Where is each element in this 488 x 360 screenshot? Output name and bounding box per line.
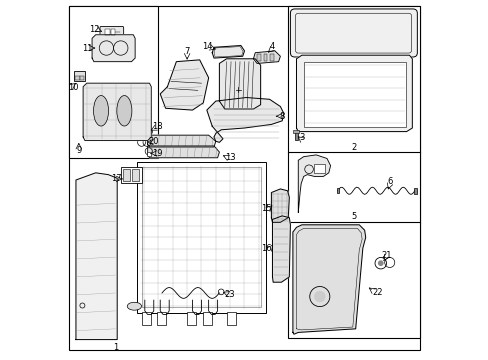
Polygon shape [147,146,219,158]
Bar [257,54,260,61]
Bar [413,188,416,194]
Bar [69,6,158,158]
Polygon shape [147,135,215,147]
Bar [269,54,273,61]
Bar [156,312,165,325]
Bar [74,71,85,81]
Circle shape [145,130,149,134]
Text: 22: 22 [371,288,382,297]
Text: 20: 20 [148,137,159,146]
Text: 13: 13 [225,153,236,162]
Text: 10: 10 [68,83,78,92]
Text: 8: 8 [279,112,284,121]
Polygon shape [212,45,244,58]
Ellipse shape [127,302,142,310]
Polygon shape [76,173,117,339]
Polygon shape [219,59,260,109]
Bar [287,222,419,338]
Bar [294,131,297,140]
Bar [203,312,212,325]
Text: 2: 2 [350,143,356,152]
Bar [142,167,260,307]
Bar [287,152,419,223]
Text: 3: 3 [299,133,304,142]
Polygon shape [292,225,365,334]
Text: 16: 16 [261,244,271,253]
Polygon shape [272,216,290,282]
Polygon shape [83,83,151,140]
Ellipse shape [117,95,132,126]
Polygon shape [92,35,135,62]
Text: 7: 7 [184,47,189,56]
Bar [80,76,83,80]
Bar [263,54,266,61]
Bar [122,169,130,181]
Bar [137,162,265,313]
Text: 19: 19 [151,149,162,158]
FancyBboxPatch shape [290,9,416,57]
Polygon shape [271,189,289,222]
Circle shape [377,260,383,266]
Text: 4: 4 [268,42,274,51]
Text: 23: 23 [224,289,235,298]
Bar [287,6,419,153]
Text: 15: 15 [260,204,271,213]
Polygon shape [206,98,284,142]
Circle shape [313,291,325,302]
Bar [187,312,196,325]
Polygon shape [160,60,208,110]
Text: 6: 6 [386,177,392,186]
Text: 17: 17 [111,175,122,184]
Bar [336,188,339,193]
Text: 5: 5 [350,212,356,221]
Ellipse shape [93,95,108,126]
Bar [75,76,80,80]
Text: 21: 21 [380,251,390,260]
Text: 12: 12 [89,25,100,34]
Polygon shape [298,155,330,212]
Text: 14: 14 [202,42,212,51]
Text: 11: 11 [82,44,93,53]
FancyBboxPatch shape [100,27,123,38]
Bar [131,169,139,181]
Bar [142,312,151,325]
Text: 18: 18 [152,122,163,131]
Text: 1: 1 [113,343,118,352]
Bar [226,312,235,325]
Bar [146,152,151,156]
Polygon shape [253,51,280,63]
Circle shape [142,127,152,136]
Bar [292,130,299,134]
Bar [314,164,325,173]
Bar [105,30,109,35]
Text: 9: 9 [76,146,81,155]
Bar [121,167,142,183]
Polygon shape [296,55,411,132]
Bar [303,62,405,127]
Bar [111,30,115,35]
